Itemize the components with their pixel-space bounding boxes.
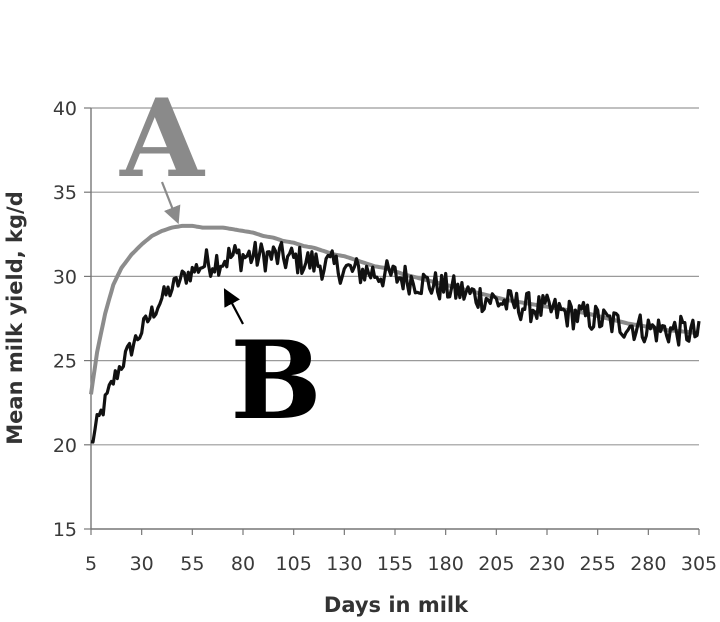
x-tick-label: 180 (428, 553, 464, 575)
axes (84, 107, 700, 535)
annotation-A: A (119, 76, 206, 202)
y-tick-labels: 15 20 25 30 35 40 (53, 98, 77, 541)
x-tick-label: 255 (580, 553, 616, 575)
series-lines (89, 223, 701, 444)
x-tick-label: 130 (326, 553, 362, 575)
y-tick-label: 40 (53, 98, 77, 120)
series-line-A (89, 223, 700, 395)
x-tick-label: 305 (681, 553, 717, 575)
x-tick-label: 205 (478, 553, 514, 575)
y-tick-label: 20 (53, 435, 77, 457)
annotation-B-arrow (223, 288, 244, 325)
y-tick-label: 30 (53, 266, 77, 288)
x-tick-label: 5 (85, 553, 97, 575)
y-axis-title: Mean milk yield, kg/d (3, 191, 27, 444)
annotations: AB (119, 76, 322, 444)
x-tick-label: 80 (231, 553, 255, 575)
x-tick-label: 30 (130, 553, 154, 575)
y-tick-label: 25 (53, 351, 77, 373)
x-tick-labels: 5 30 55 80 105 130 155 180 205 230 255 280 305 (85, 553, 717, 575)
series-line-B (90, 240, 701, 444)
x-axis-title: Days in milk (324, 593, 469, 617)
x-tick-label: 155 (377, 553, 413, 575)
y-tick-label: 15 (53, 519, 77, 541)
x-tick-label: 280 (630, 553, 666, 575)
x-tick-label: 55 (180, 553, 204, 575)
annotation-B: B (230, 318, 321, 444)
x-tick-label: 230 (529, 553, 565, 575)
annotation-A-arrow (160, 181, 181, 225)
y-tick-label: 35 (53, 182, 77, 204)
x-tick-label: 105 (276, 553, 312, 575)
